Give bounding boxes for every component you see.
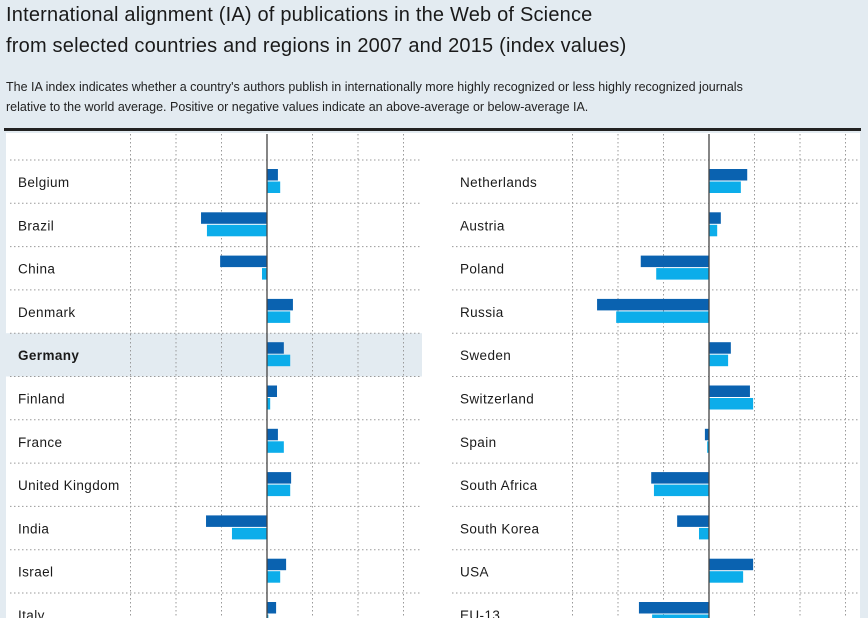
bar-2015-denmark [267, 311, 291, 323]
bar-2015-poland [656, 268, 709, 280]
subtitle-line-1: The IA index indicates whether a country… [6, 80, 743, 94]
bar-2015-india [231, 527, 267, 540]
bar-2007-south-korea [677, 515, 709, 527]
category-label: Poland [460, 262, 504, 277]
highlight-row [6, 333, 422, 377]
bar-2015-netherlands [709, 181, 741, 193]
bar-2015-israel [267, 571, 281, 583]
bar-2007-italy [267, 602, 277, 614]
bar-2007-united-kingdom [267, 472, 292, 484]
bar-2015-finland [267, 398, 271, 410]
title-line-2: from selected countries and regions in 2… [6, 35, 627, 57]
bar-2015-italy [267, 614, 269, 618]
header-divider [4, 128, 861, 131]
bar-2007-switzerland [709, 385, 750, 397]
bar-2015-brazil [206, 224, 267, 237]
category-label: Finland [18, 392, 65, 407]
category-label: Switzerland [460, 392, 534, 407]
bar-2015-switzerland [709, 398, 754, 410]
bar-2007-israel [267, 558, 287, 571]
category-label: Russia [460, 305, 504, 320]
bar-2007-brazil [201, 212, 267, 224]
category-label: Germany [18, 348, 79, 363]
bar-2015-south-korea [698, 527, 709, 540]
category-label: France [18, 435, 62, 450]
bar-2007-spain [704, 428, 709, 441]
bar-2015-eu-13 [652, 614, 709, 618]
bar-2015-united-kingdom [267, 484, 291, 497]
bar-2015-france [267, 441, 284, 453]
category-label: EU-13 [460, 608, 500, 618]
bar-2007-finland [267, 385, 278, 397]
bar-2007-china [220, 255, 267, 268]
category-label: India [18, 521, 49, 536]
bar-2007-poland [640, 255, 709, 268]
bar-2015-germany [267, 354, 291, 367]
bar-2007-russia [597, 298, 709, 311]
category-label: Austria [460, 218, 505, 233]
bar-2015-china [261, 268, 267, 280]
bar-2015-russia [616, 311, 709, 323]
bar-2007-denmark [267, 298, 293, 311]
bar-2015-usa [709, 571, 744, 583]
category-label: United Kingdom [18, 478, 120, 493]
bar-2007-sweden [709, 342, 731, 354]
bar-2007-usa [709, 558, 754, 571]
category-label: Italy [18, 608, 45, 618]
chart-title: International alignment (IA) of publicat… [6, 0, 626, 62]
bar-2007-austria [709, 212, 721, 224]
category-label: China [18, 262, 55, 277]
bar-2007-netherlands [709, 169, 748, 181]
title-line-1: International alignment (IA) of publicat… [6, 4, 593, 26]
chart-subtitle: The IA index indicates whether a country… [6, 77, 856, 117]
bar-2015-south-africa [653, 484, 709, 497]
category-label: South Africa [460, 478, 538, 493]
bar-2015-austria [709, 224, 718, 237]
bar-2007-belgium [267, 169, 278, 181]
category-label: Belgium [18, 175, 70, 190]
bar-2015-spain [707, 441, 709, 453]
bar-2007-germany [267, 342, 284, 354]
category-label: Denmark [18, 305, 76, 320]
bar-2007-eu-13 [638, 602, 709, 614]
category-label: Sweden [460, 348, 511, 363]
category-label: Netherlands [460, 175, 537, 190]
category-label: Brazil [18, 218, 54, 233]
bar-2015-sweden [709, 354, 729, 367]
category-label: USA [460, 565, 489, 580]
subtitle-line-2: relative to the world average. Positive … [6, 100, 589, 114]
category-label: South Korea [460, 521, 540, 536]
bar-2007-south-africa [651, 472, 709, 484]
bar-2007-india [206, 515, 267, 527]
category-label: Spain [460, 435, 497, 450]
bar-2015-belgium [267, 181, 281, 193]
bar-2007-france [267, 428, 278, 441]
category-label: Israel [18, 565, 53, 580]
